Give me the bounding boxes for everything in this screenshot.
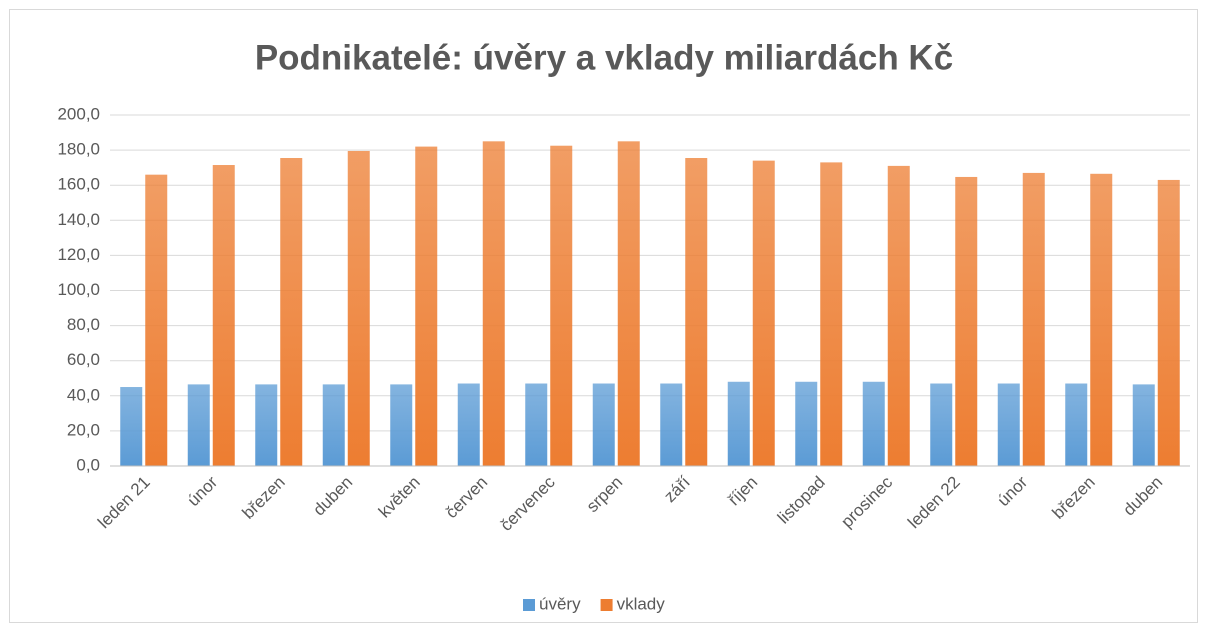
bar: [617, 141, 640, 466]
y-tick-label: 80,0: [67, 315, 100, 334]
legend-swatch: [523, 599, 535, 611]
bar: [997, 383, 1020, 466]
bar: [1065, 383, 1088, 466]
bar: [795, 381, 818, 466]
bar: [685, 157, 708, 466]
bar: [415, 146, 438, 466]
bar: [820, 162, 843, 466]
chart-title: Podnikatelé: úvěry a vklady miliardách K…: [255, 38, 953, 77]
bar: [887, 165, 910, 466]
bar: [390, 384, 413, 466]
bar: [930, 383, 953, 466]
y-tick-label: 160,0: [57, 175, 100, 194]
bar: [187, 384, 210, 466]
bar: [347, 150, 370, 467]
bar: [862, 381, 885, 466]
bar: [955, 176, 978, 466]
bar: [1090, 173, 1113, 467]
y-tick-label: 60,0: [67, 350, 100, 369]
y-tick-label: 120,0: [57, 245, 100, 264]
y-tick-label: 0,0: [76, 455, 100, 474]
y-tick-label: 100,0: [57, 280, 100, 299]
legend-swatch: [600, 599, 613, 611]
bar: [482, 141, 505, 466]
bar: [752, 160, 775, 466]
legend-label: úvěry: [539, 594, 581, 613]
bar: [280, 157, 303, 466]
y-tick-label: 20,0: [67, 420, 100, 439]
legend-label: vklady: [617, 594, 666, 613]
bar: [727, 381, 750, 466]
chart-frame: [9, 9, 1198, 623]
bar: [120, 387, 143, 466]
bar: [322, 384, 345, 466]
y-tick-label: 200,0: [57, 104, 100, 123]
bar: [1022, 172, 1045, 467]
bar: [145, 174, 168, 467]
bar: [457, 383, 480, 466]
y-tick-label: 180,0: [57, 140, 100, 159]
bar: [212, 165, 235, 466]
bar: [592, 383, 615, 466]
bar: [525, 383, 548, 466]
bar: [660, 383, 683, 466]
bar: [255, 384, 278, 466]
bar: [550, 145, 573, 466]
y-tick-label: 40,0: [67, 385, 100, 404]
y-tick-label: 140,0: [57, 210, 100, 229]
bar: [1132, 384, 1155, 466]
bar: [1157, 179, 1180, 466]
